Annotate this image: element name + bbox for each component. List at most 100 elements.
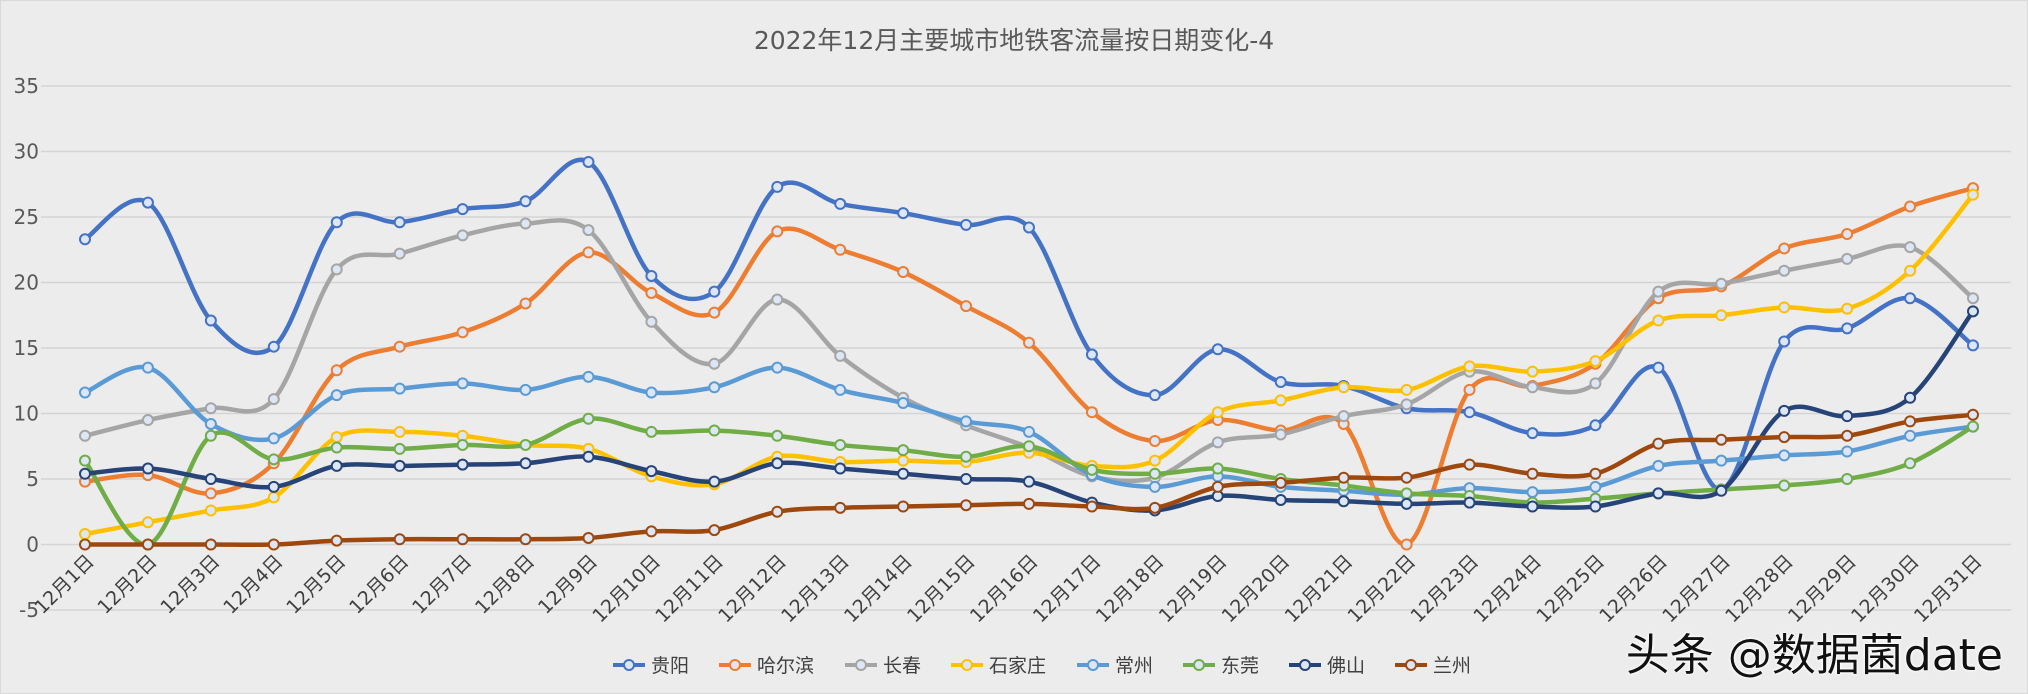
data-point bbox=[204, 417, 217, 430]
data-point bbox=[141, 538, 154, 551]
data-point bbox=[1337, 495, 1350, 508]
data-point bbox=[456, 458, 469, 471]
data-point bbox=[1211, 462, 1224, 475]
x-tick-label: 12月14日 bbox=[840, 550, 917, 627]
x-tick-label: 12月6日 bbox=[345, 550, 413, 618]
data-point bbox=[708, 424, 721, 437]
data-point bbox=[330, 459, 343, 472]
data-point bbox=[330, 441, 343, 454]
data-point bbox=[1526, 381, 1539, 394]
data-point bbox=[1967, 305, 1979, 318]
data-point bbox=[1274, 376, 1287, 389]
series-line-4 bbox=[84, 364, 1974, 497]
data-point bbox=[1148, 454, 1161, 467]
data-point bbox=[1463, 496, 1476, 509]
x-tick-label: 12月4日 bbox=[219, 550, 287, 618]
data-point bbox=[267, 491, 280, 504]
data-point bbox=[1652, 459, 1665, 472]
data-point bbox=[1778, 404, 1791, 417]
data-point bbox=[1023, 336, 1035, 349]
data-point bbox=[1841, 302, 1854, 315]
data-point bbox=[1778, 449, 1791, 462]
data-point bbox=[204, 429, 217, 442]
x-tick-label: 12月2日 bbox=[93, 550, 161, 618]
data-point bbox=[1715, 454, 1728, 467]
legend-marker bbox=[1087, 659, 1099, 671]
data-point bbox=[1274, 428, 1287, 441]
data-point bbox=[1085, 463, 1098, 476]
x-tick-label: 12月23日 bbox=[1406, 550, 1483, 627]
data-point bbox=[1400, 398, 1413, 411]
data-point bbox=[1211, 343, 1224, 356]
data-point bbox=[393, 340, 406, 353]
data-point bbox=[1904, 429, 1917, 442]
y-tick-label: -5 bbox=[19, 598, 39, 622]
data-point bbox=[834, 462, 847, 475]
x-tick-label: 12月12日 bbox=[714, 550, 791, 627]
data-point bbox=[393, 459, 406, 472]
legend-marker bbox=[961, 659, 973, 671]
data-point bbox=[1904, 415, 1917, 428]
data-point bbox=[519, 533, 532, 546]
data-point bbox=[645, 525, 658, 538]
data-point bbox=[1589, 355, 1602, 368]
data-point bbox=[204, 487, 217, 500]
legend-label: 常州 bbox=[1115, 655, 1153, 677]
data-point bbox=[1400, 538, 1413, 551]
data-point bbox=[393, 425, 406, 438]
legend-label: 东莞 bbox=[1221, 655, 1259, 677]
x-tick-label: 12月19日 bbox=[1155, 550, 1232, 627]
data-point bbox=[960, 218, 973, 231]
y-tick-label: 5 bbox=[26, 467, 39, 491]
y-tick-label: 15 bbox=[14, 336, 39, 360]
data-point bbox=[960, 499, 973, 512]
legend-marker bbox=[1405, 659, 1417, 671]
data-point bbox=[1652, 314, 1665, 327]
data-point bbox=[897, 500, 910, 513]
data-point bbox=[645, 269, 658, 282]
data-point bbox=[834, 501, 847, 514]
data-point bbox=[1652, 437, 1665, 450]
data-point bbox=[519, 195, 532, 208]
data-point bbox=[834, 243, 847, 256]
data-point bbox=[393, 382, 406, 395]
data-point bbox=[519, 438, 532, 451]
chart-title: 2022年12月主要城市地铁客流量按日期变化-4 bbox=[753, 26, 1275, 55]
data-point bbox=[79, 528, 91, 541]
data-point bbox=[79, 538, 91, 551]
data-point bbox=[1778, 264, 1791, 277]
data-point bbox=[834, 349, 847, 362]
legend-marker bbox=[729, 659, 741, 671]
data-point bbox=[1023, 440, 1035, 453]
data-point bbox=[1652, 361, 1665, 374]
data-point bbox=[1085, 500, 1098, 513]
data-point bbox=[1085, 406, 1098, 419]
data-point bbox=[1715, 484, 1728, 497]
data-point bbox=[1904, 391, 1917, 404]
data-point bbox=[141, 516, 154, 529]
y-tick-label: 25 bbox=[14, 205, 39, 229]
data-point bbox=[456, 229, 469, 242]
data-point bbox=[1967, 420, 1979, 433]
data-point bbox=[1778, 431, 1791, 444]
data-point bbox=[1841, 429, 1854, 442]
data-point bbox=[1023, 425, 1035, 438]
data-point bbox=[708, 381, 721, 394]
data-point bbox=[1841, 473, 1854, 485]
data-point bbox=[204, 314, 217, 327]
data-point bbox=[1463, 360, 1476, 373]
data-point bbox=[708, 306, 721, 319]
data-point bbox=[1778, 479, 1791, 492]
x-tick-label: 12月5日 bbox=[282, 550, 350, 618]
data-point bbox=[456, 203, 469, 216]
data-point bbox=[1148, 389, 1161, 402]
data-point bbox=[1274, 476, 1287, 489]
data-point bbox=[1904, 292, 1917, 305]
data-point bbox=[582, 412, 595, 425]
y-tick-label: 10 bbox=[14, 402, 39, 426]
data-point bbox=[204, 402, 217, 415]
x-tick-label: 12月18日 bbox=[1092, 550, 1169, 627]
y-tick-label: 35 bbox=[14, 74, 39, 98]
x-tick-label: 12月28日 bbox=[1721, 550, 1798, 627]
